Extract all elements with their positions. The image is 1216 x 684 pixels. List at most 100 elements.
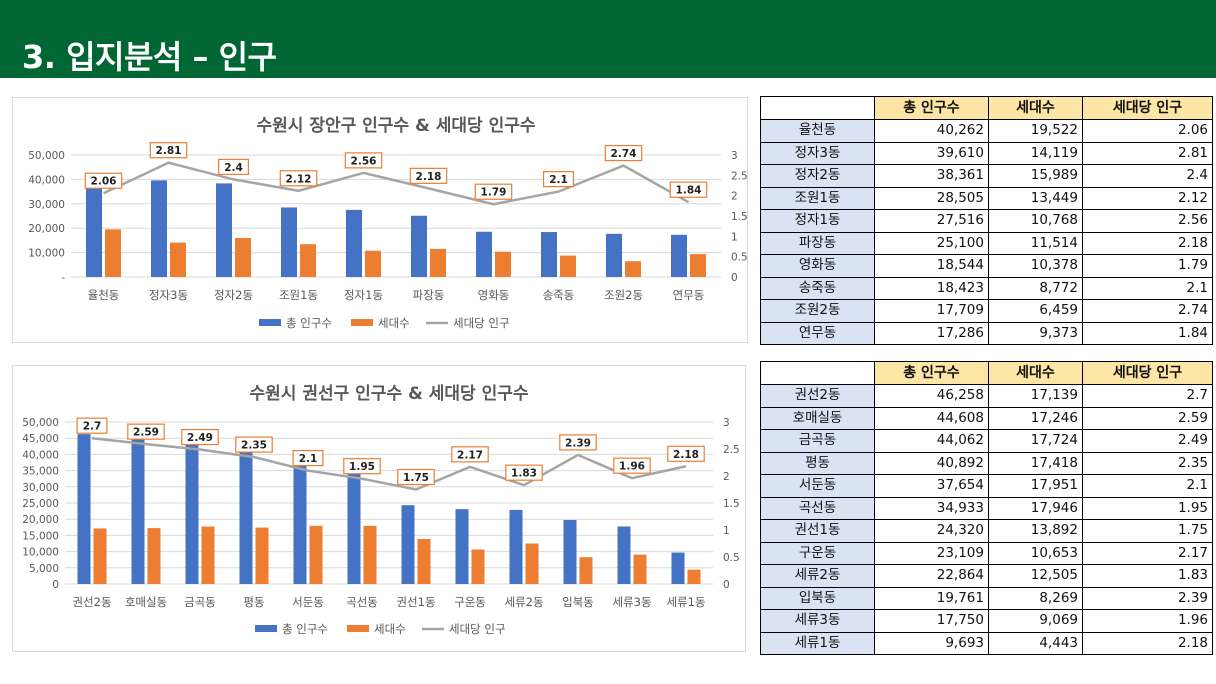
y-left-tick-label: 30,000 (28, 199, 65, 211)
bar-total-population (281, 207, 297, 277)
table-cell-value: 2.35 (1082, 451, 1213, 475)
data-label-box (344, 152, 383, 169)
table-cell-value: 2.56 (1082, 209, 1213, 233)
data-label-box (235, 436, 273, 453)
table-cell-value: 9,693 (874, 631, 989, 655)
table-cell-value: 17,246 (988, 406, 1083, 430)
bar-households (525, 543, 539, 584)
legend-swatch-households (351, 319, 373, 326)
table-cell-value: 17,709 (874, 299, 989, 323)
table-row: 곡선동 34,933 17,946 1.95 (760, 496, 1213, 520)
table-cell-value: 2.59 (1082, 406, 1213, 430)
table-row: 권선1동 24,320 13,892 1.75 (760, 519, 1213, 543)
bar-total-population (411, 215, 427, 277)
bar-households (560, 255, 576, 277)
table-header-cell: 세대수 (988, 361, 1083, 385)
data-label-box (397, 468, 435, 486)
y-right-tick-label: 2.5 (723, 444, 740, 456)
table-cell-value: 25,100 (874, 231, 989, 255)
table-jangan: 총 인구수 세대수 세대당 인구 율천동 40,262 19,522 2.06 정자3동 39… (760, 96, 1213, 345)
chart-jangan: 수원시 장안구 인구수 & 세대당 인구수 - 10,000 20,000 30,000… (12, 97, 748, 343)
table-cell-value: 10,768 (988, 209, 1083, 233)
table-cell-value: 2.12 (1082, 186, 1213, 210)
x-tick-label: 율천동 (88, 288, 120, 302)
table-cell-value: 4,443 (988, 631, 1083, 655)
table-cell-value: 14,119 (988, 141, 1083, 165)
bar-households (255, 527, 269, 584)
bar-total-population (185, 441, 199, 584)
table-cell-district: 영화동 (760, 254, 875, 278)
table-cell-value: 1.96 (1082, 609, 1213, 633)
table-cell-value: 13,892 (988, 519, 1083, 543)
bar-total-population (401, 505, 415, 584)
table-cell-value: 19,522 (988, 119, 1083, 143)
y-right-tick-label: 1 (731, 231, 738, 243)
data-label: 1.95 (349, 461, 375, 473)
data-label: 2.12 (286, 173, 312, 185)
data-label: 2.35 (241, 440, 267, 452)
y-left-tick-label: 30,000 (22, 482, 59, 494)
table-cell-district: 연무동 (760, 321, 875, 345)
data-label-box (218, 158, 250, 176)
table-cell-value: 2.18 (1082, 231, 1213, 255)
y-left-tick-label: 15,000 (22, 530, 59, 542)
table-row: 연무동 17,286 9,373 1.84 (760, 321, 1213, 345)
y-left-tick-label: - (61, 272, 65, 284)
table-cell-value: 6,459 (988, 299, 1083, 323)
table-cell-value: 23,109 (874, 541, 989, 565)
table-cell-district: 송죽동 (760, 276, 875, 300)
table-cell-district: 호매실동 (760, 406, 875, 430)
table-cell-district: 세류1동 (760, 631, 875, 655)
table-cell-value: 1.84 (1082, 321, 1213, 345)
table-cell-district: 권선2동 (760, 384, 875, 408)
table-cell-value: 1.75 (1082, 519, 1213, 543)
data-label-box (76, 417, 108, 434)
table-cell-district: 금곡동 (760, 429, 875, 453)
x-tick-label: 세류3동 (612, 595, 651, 609)
line-per-household (91, 436, 687, 491)
data-label-box (542, 170, 574, 188)
table-cell-value: 18,423 (874, 276, 989, 300)
bar-households (633, 554, 647, 584)
table-cell-value: 40,892 (874, 451, 989, 475)
data-label: 1.96 (619, 461, 645, 473)
table-header-cell: 세대수 (988, 96, 1083, 120)
table-cell-value: 2.74 (1082, 299, 1213, 323)
y-left-tick-label: 35,000 (22, 466, 59, 478)
table-cell-value: 37,654 (874, 474, 989, 498)
data-label-box (613, 457, 651, 474)
data-label-box (451, 446, 489, 463)
table-cell-district: 정자3동 (760, 141, 875, 165)
y-left-tick-label: 10,000 (28, 248, 65, 260)
table-row: 율천동 40,262 19,522 2.06 (760, 119, 1213, 143)
bar-households (471, 549, 485, 584)
header-bar: 3. 입지분석 – 인구 (0, 0, 1216, 78)
table-row: 서둔동 37,654 17,951 2.1 (760, 474, 1213, 498)
table-header-cell: 세대당 인구 (1082, 361, 1213, 385)
y-left-tick-label: 40,000 (28, 174, 65, 186)
table-row: 입북동 19,761 8,269 2.39 (760, 586, 1213, 610)
table-cell-district: 구운동 (760, 541, 875, 565)
bar-households (495, 251, 511, 277)
table-cell-district: 서둔동 (760, 474, 875, 498)
bar-total-population (671, 552, 685, 584)
table-cell-value: 8,772 (988, 276, 1083, 300)
line-per-household (102, 161, 690, 206)
bar-households (417, 538, 431, 584)
table-cell-value: 2.39 (1082, 586, 1213, 610)
table-cell-district: 파장동 (760, 231, 875, 255)
table-cell-value: 27,516 (874, 209, 989, 233)
legend-label: 총 인구수 (282, 622, 328, 636)
table-cell-value: 9,373 (988, 321, 1083, 345)
bar-total-population (606, 233, 622, 277)
x-tick-label: 평동 (243, 595, 264, 609)
table-cell-value: 15,989 (988, 164, 1083, 188)
bar-total-population (476, 231, 492, 277)
data-label-box (474, 183, 513, 200)
table-cell-value: 44,062 (874, 429, 989, 453)
table-cell-value: 2.7 (1082, 384, 1213, 408)
table-cell-value: 17,946 (988, 496, 1083, 520)
chart-title: 수원시 장안구 인구수 & 세대당 인구수 (256, 116, 535, 136)
y-left-tick-label: 25,000 (22, 498, 59, 510)
table-header-cell: 총 인구수 (874, 361, 989, 385)
